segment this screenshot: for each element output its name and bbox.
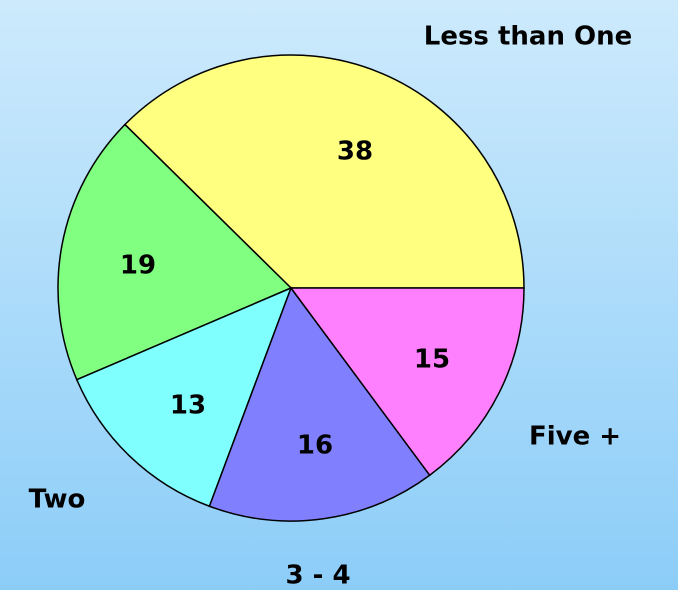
slice-label: Five + bbox=[529, 422, 621, 452]
slice-label: Less than One bbox=[424, 22, 633, 52]
pie-slice bbox=[75, 286, 293, 508]
slice-label: 3 - 4 bbox=[285, 561, 350, 590]
data-label: 38 bbox=[337, 137, 373, 167]
pie-slice bbox=[208, 286, 431, 522]
data-label: 16 bbox=[297, 431, 333, 461]
slice-label: Two bbox=[29, 485, 86, 515]
pie-slice bbox=[57, 123, 293, 381]
data-label: 15 bbox=[414, 345, 450, 375]
pie-slice bbox=[289, 287, 525, 477]
data-label: 19 bbox=[120, 251, 156, 281]
pie-slice bbox=[123, 54, 525, 289]
data-label: 13 bbox=[170, 391, 206, 421]
